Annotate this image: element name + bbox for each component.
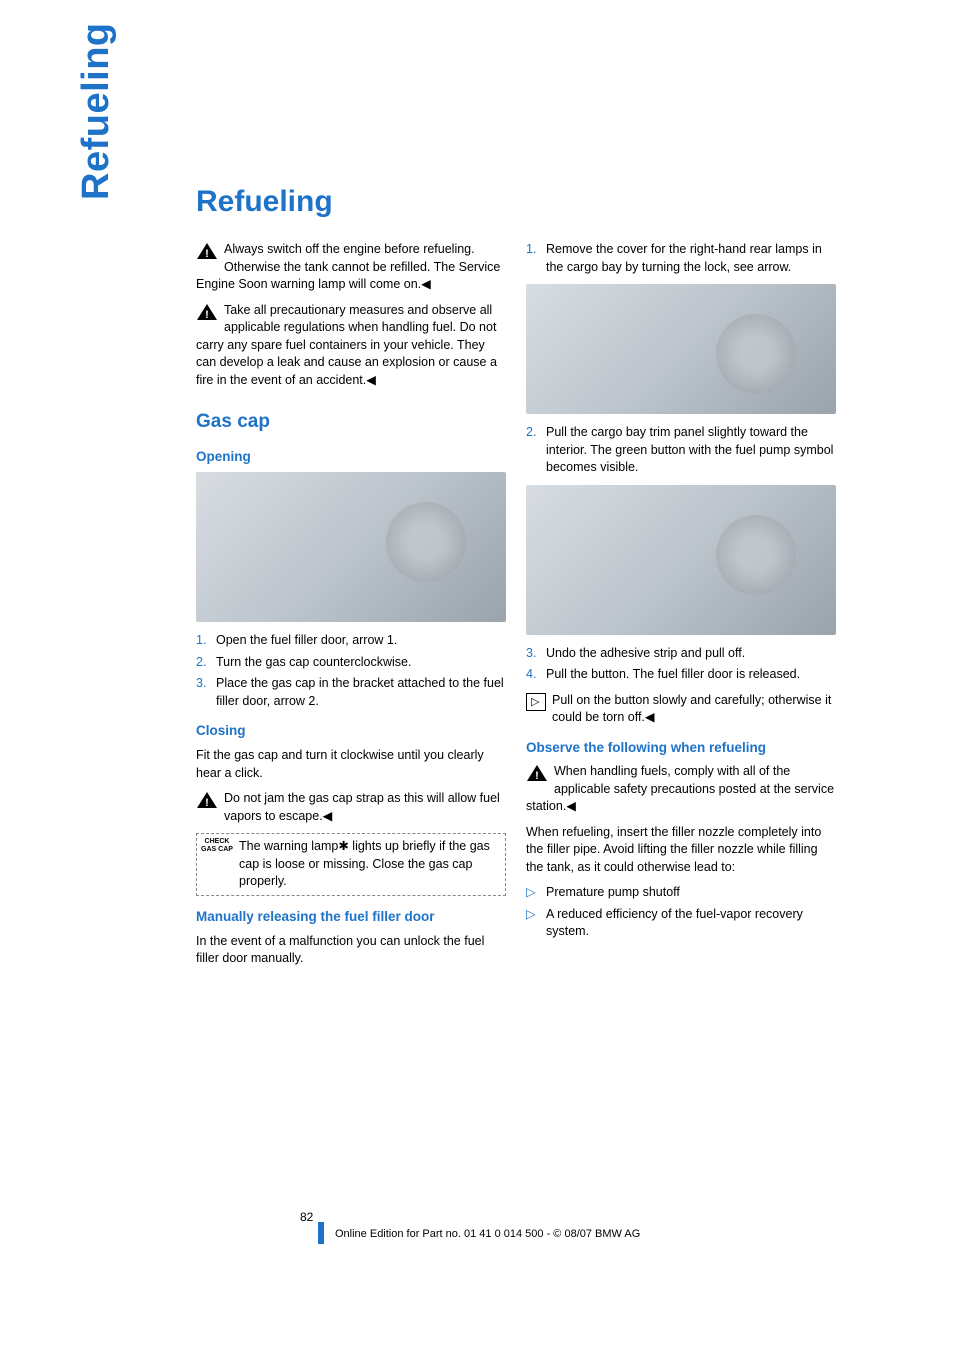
warning-text: Do not jam the gas cap strap as this wil… [224, 791, 500, 823]
step-text: Pull the button. The fuel filler door is… [546, 666, 800, 684]
info-text: Pull on the button slowly and carefully;… [552, 693, 831, 725]
warning-text: Take all precautionary measures and obse… [196, 303, 497, 387]
step-text: Pull the cargo bay trim panel slightly t… [546, 424, 836, 477]
step-text: Undo the adhesive strip and pull off. [546, 645, 745, 663]
footer-text: Online Edition for Part no. 01 41 0 014 … [335, 1228, 640, 1240]
warning-gas-cap-strap: ! Do not jam the gas cap strap as this w… [196, 790, 506, 825]
heading-opening: Opening [196, 448, 506, 467]
closing-paragraph: Fit the gas cap and turn it clockwise un… [196, 747, 506, 782]
list-item: ▷Premature pump shutoff [526, 884, 836, 902]
svg-text:!: ! [205, 248, 209, 260]
info-pull-slowly: Pull on the button slowly and carefully;… [526, 692, 836, 727]
observe-bullets: ▷Premature pump shutoff ▷A reduced effic… [526, 884, 836, 941]
list-item: 2.Pull the cargo bay trim panel slightly… [526, 424, 836, 477]
step-number: 2. [526, 424, 546, 477]
step-text: Place the gas cap in the bracket attache… [216, 675, 506, 710]
svg-text:!: ! [535, 770, 539, 782]
left-column: ! Always switch off the engine before re… [196, 241, 506, 976]
release-steps-top: 1.Remove the cover for the right-hand re… [526, 241, 836, 276]
heading-closing: Closing [196, 722, 506, 741]
manual-paragraph: In the event of a malfunction you can un… [196, 933, 506, 968]
warning-triangle-icon: ! [196, 303, 218, 327]
list-item: 1.Remove the cover for the right-hand re… [526, 241, 836, 276]
release-steps-34: 3.Undo the adhesive strip and pull off. … [526, 645, 836, 684]
bullet-triangle-icon: ▷ [526, 884, 546, 902]
figure-cargo-cover [526, 284, 836, 414]
bullet-text: Premature pump shutoff [546, 884, 680, 902]
page-title: Refueling [196, 185, 836, 219]
step-number: 3. [196, 675, 216, 710]
svg-text:!: ! [205, 309, 209, 321]
heading-manual-release: Manually releasing the fuel filler door [196, 908, 506, 927]
page-number: 82 [300, 1210, 313, 1224]
step-number: 4. [526, 666, 546, 684]
right-column: 1.Remove the cover for the right-hand re… [526, 241, 836, 976]
warning-text: When handling fuels, comply with all of … [526, 764, 834, 813]
list-item: 2.Turn the gas cap counterclockwise. [196, 654, 506, 672]
bullet-triangle-icon: ▷ [526, 906, 546, 941]
sidebar-chapter-label: Refueling [75, 22, 118, 200]
heading-observe: Observe the following when refueling [526, 739, 836, 758]
info-square-icon [526, 693, 546, 711]
check-text: The warning lamp✱ lights up briefly if t… [239, 838, 501, 891]
check-gas-cap-note: CHECK GAS CAP The warning lamp✱ lights u… [196, 833, 506, 896]
release-step-2: 2.Pull the cargo bay trim panel slightly… [526, 424, 836, 477]
bullet-text: A reduced efficiency of the fuel-vapor r… [546, 906, 836, 941]
step-number: 1. [196, 632, 216, 650]
heading-gas-cap: Gas cap [196, 409, 506, 436]
check-gas-cap-icon: CHECK GAS CAP [201, 838, 233, 853]
page-content: Refueling ! Always switch off the engine… [196, 185, 836, 976]
list-item: 3.Place the gas cap in the bracket attac… [196, 675, 506, 710]
warning-text: Always switch off the engine before refu… [196, 242, 500, 291]
warning-triangle-icon: ! [196, 242, 218, 266]
list-item: 1.Open the fuel filler door, arrow 1. [196, 632, 506, 650]
svg-text:!: ! [205, 797, 209, 809]
step-text: Remove the cover for the right-hand rear… [546, 241, 836, 276]
figure-green-button [526, 485, 836, 635]
step-number: 3. [526, 645, 546, 663]
list-item: 4.Pull the button. The fuel filler door … [526, 666, 836, 684]
step-number: 1. [526, 241, 546, 276]
warning-engine-off: ! Always switch off the engine before re… [196, 241, 506, 294]
warning-precautions: ! Take all precautionary measures and ob… [196, 302, 506, 390]
footer-accent-bar [318, 1222, 324, 1244]
warning-triangle-icon: ! [526, 764, 548, 788]
step-text: Turn the gas cap counterclockwise. [216, 654, 411, 672]
two-column-layout: ! Always switch off the engine before re… [196, 241, 836, 976]
list-item: 3.Undo the adhesive strip and pull off. [526, 645, 836, 663]
opening-steps: 1.Open the fuel filler door, arrow 1. 2.… [196, 632, 506, 710]
figure-fuel-door [196, 472, 506, 622]
observe-paragraph: When refueling, insert the filler nozzle… [526, 824, 836, 877]
warning-triangle-icon: ! [196, 791, 218, 815]
list-item: ▷A reduced efficiency of the fuel-vapor … [526, 906, 836, 941]
step-text: Open the fuel filler door, arrow 1. [216, 632, 397, 650]
warning-handling-fuels: ! When handling fuels, comply with all o… [526, 763, 836, 816]
step-number: 2. [196, 654, 216, 672]
